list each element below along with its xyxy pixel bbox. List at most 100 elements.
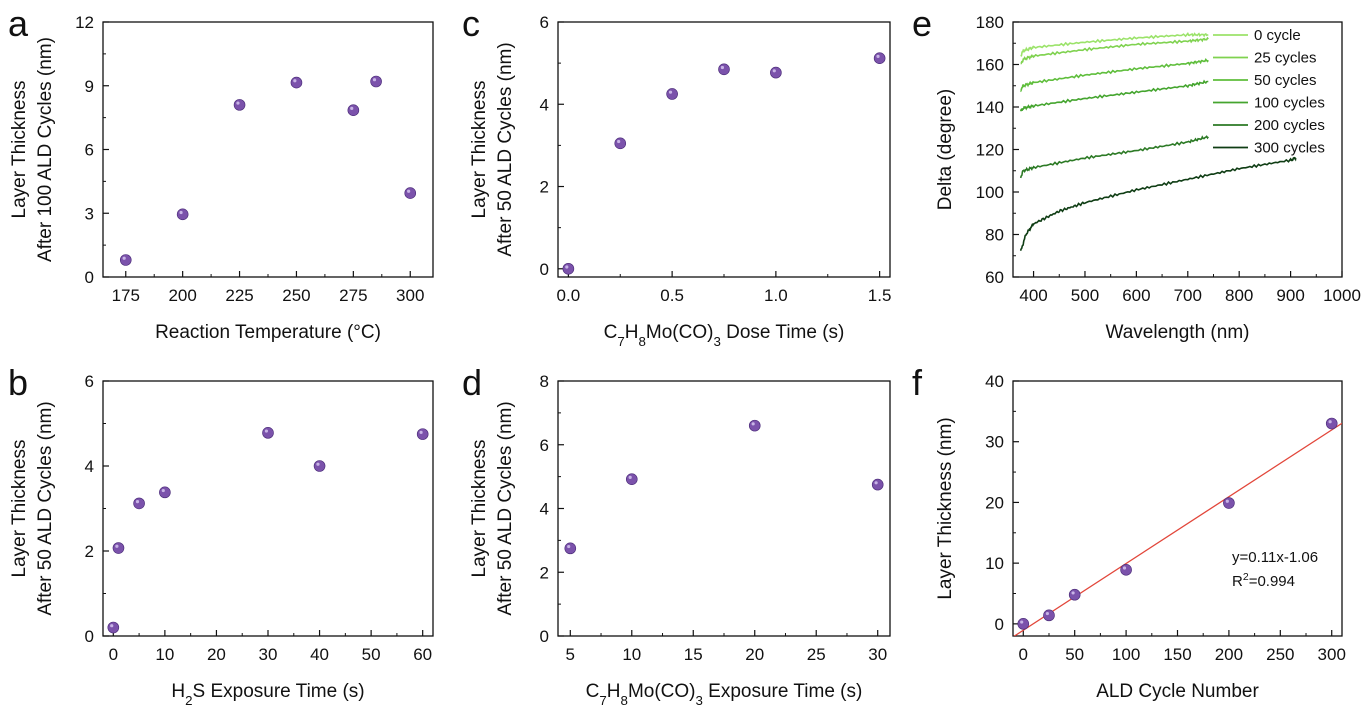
legend-label: 0 cycle bbox=[1254, 27, 1301, 44]
y-tick-label: 100 bbox=[976, 183, 1004, 202]
data-point bbox=[405, 188, 416, 199]
y-tick-label: 2 bbox=[85, 542, 94, 561]
y-axis-label: Layer Thickness (nm) bbox=[935, 417, 956, 599]
panel-label: a bbox=[8, 3, 29, 44]
fit-line bbox=[1013, 423, 1342, 637]
data-point bbox=[563, 263, 574, 274]
x-tick-label: 20 bbox=[207, 645, 226, 664]
data-point-highlight bbox=[115, 545, 118, 548]
data-point bbox=[348, 105, 359, 116]
x-tick-label: 15 bbox=[684, 645, 703, 664]
data-point bbox=[134, 498, 145, 509]
x-tick-label: 50 bbox=[362, 645, 381, 664]
data-point-highlight bbox=[752, 422, 755, 425]
y-axis-label: After 50 ALD Cycles (nm) bbox=[495, 401, 516, 615]
y-axis-label: Layer Thickness bbox=[9, 440, 30, 578]
y-axis-label: Layer Thickness bbox=[9, 81, 30, 219]
plot-frame bbox=[1013, 381, 1342, 636]
fit-annotation: y=0.11x-1.06 bbox=[1232, 549, 1318, 566]
data-point bbox=[874, 53, 885, 64]
data-point-highlight bbox=[265, 429, 268, 432]
x-tick-label: 800 bbox=[1225, 286, 1253, 305]
data-point bbox=[314, 461, 325, 472]
plot-frame bbox=[558, 381, 890, 636]
x-tick-label: 0.0 bbox=[557, 286, 581, 305]
panel-label: e bbox=[912, 3, 932, 44]
y-tick-label: 10 bbox=[985, 554, 1004, 573]
x-tick-label: 300 bbox=[1318, 645, 1346, 664]
data-point bbox=[719, 64, 730, 75]
y-tick-label: 6 bbox=[85, 141, 94, 160]
data-point bbox=[234, 99, 245, 110]
x-tick-label: 300 bbox=[396, 286, 424, 305]
data-point bbox=[1326, 418, 1337, 429]
panel-label: f bbox=[912, 362, 923, 403]
data-point bbox=[770, 67, 781, 78]
y-axis-label: Layer Thickness bbox=[469, 81, 490, 219]
data-point-highlight bbox=[876, 55, 879, 58]
y-tick-label: 3 bbox=[85, 204, 94, 223]
y-tick-label: 0 bbox=[540, 260, 549, 279]
data-point bbox=[177, 209, 188, 220]
y-axis-label: After 50 ALD Cycles (nm) bbox=[495, 42, 516, 256]
data-point-highlight bbox=[773, 69, 776, 72]
x-tick-label: 0 bbox=[1019, 645, 1028, 664]
panel-label: d bbox=[462, 362, 482, 403]
data-point bbox=[113, 543, 124, 554]
y-tick-label: 120 bbox=[976, 141, 1004, 160]
data-point-highlight bbox=[669, 91, 672, 94]
legend-label: 200 cycles bbox=[1254, 117, 1325, 134]
data-point-highlight bbox=[1123, 566, 1126, 569]
data-point-highlight bbox=[565, 265, 568, 268]
x-tick-label: 50 bbox=[1065, 645, 1084, 664]
y-tick-label: 8 bbox=[540, 372, 549, 391]
data-point-highlight bbox=[1071, 591, 1074, 594]
data-point-highlight bbox=[419, 431, 422, 434]
data-point-highlight bbox=[407, 190, 410, 193]
x-tick-label: 150 bbox=[1163, 645, 1191, 664]
x-tick-label: 40 bbox=[310, 645, 329, 664]
x-tick-label: 100 bbox=[1112, 645, 1140, 664]
data-point bbox=[749, 420, 760, 431]
x-tick-label: 10 bbox=[155, 645, 174, 664]
data-point bbox=[371, 76, 382, 87]
series-line bbox=[1021, 38, 1209, 64]
data-point-highlight bbox=[236, 101, 239, 104]
y-axis-label: Delta (degree) bbox=[935, 89, 956, 210]
data-point bbox=[1018, 618, 1029, 629]
y-tick-label: 30 bbox=[985, 433, 1004, 452]
data-point-highlight bbox=[123, 257, 126, 260]
data-point-highlight bbox=[316, 463, 319, 466]
x-tick-label: 1.0 bbox=[764, 286, 788, 305]
x-tick-label: 200 bbox=[168, 286, 196, 305]
x-axis-label: Reaction Temperature (°C) bbox=[155, 322, 381, 343]
legend-label: 300 cycles bbox=[1254, 140, 1325, 157]
panel-a: 175 200 225 250 275 300 0 3 6 9 12 Reaction Tempera… bbox=[8, 3, 433, 343]
x-tick-label: 600 bbox=[1122, 286, 1150, 305]
data-point bbox=[120, 255, 131, 266]
y-tick-label: 2 bbox=[540, 178, 549, 197]
data-point-highlight bbox=[1329, 420, 1332, 423]
y-tick-label: 60 bbox=[985, 268, 1004, 287]
data-point bbox=[615, 138, 626, 149]
data-point-highlight bbox=[373, 78, 376, 81]
x-tick-label: 60 bbox=[413, 645, 432, 664]
x-tick-label: 0 bbox=[109, 645, 118, 664]
x-tick-label: 10 bbox=[622, 645, 641, 664]
data-point bbox=[565, 543, 576, 554]
legend-label: 50 cycles bbox=[1254, 72, 1317, 89]
data-point bbox=[1069, 589, 1080, 600]
x-axis-label: Wavelength (nm) bbox=[1106, 322, 1250, 343]
y-tick-label: 4 bbox=[540, 500, 549, 519]
y-axis-label: After 100 ALD Cycles (nm) bbox=[35, 37, 56, 262]
data-point-highlight bbox=[617, 140, 620, 143]
data-point bbox=[417, 429, 428, 440]
x-tick-label: 250 bbox=[282, 286, 310, 305]
x-axis-label: C7H8Mo(CO)3 Dose Time (s) bbox=[604, 322, 845, 349]
y-tick-label: 40 bbox=[985, 372, 1004, 391]
y-tick-label: 0 bbox=[540, 627, 549, 646]
panel-label: c bbox=[462, 3, 480, 44]
data-point bbox=[1223, 498, 1234, 509]
data-point-highlight bbox=[567, 545, 570, 548]
